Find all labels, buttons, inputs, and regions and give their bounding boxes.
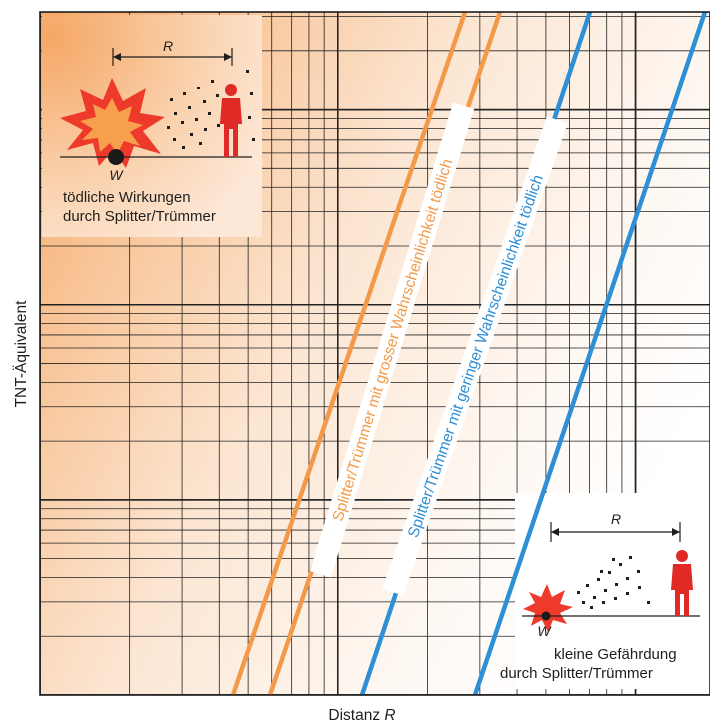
- y-axis-label: TNT-Äquivalent: [13, 300, 30, 408]
- x-axis-label-var: R: [384, 707, 395, 724]
- x-axis-label-text: Distanz: [328, 707, 380, 724]
- series-line-2-2: [472, 11, 708, 696]
- debris-icon: [577, 556, 650, 609]
- plot-frame: [39, 11, 710, 696]
- bomb-icon: [108, 149, 124, 165]
- top-left-distance-label: R: [163, 38, 173, 54]
- series-line-1-1: [230, 11, 468, 696]
- person-icon: [671, 550, 693, 616]
- bottom-right-distance-label: R: [611, 511, 621, 527]
- inset-top-left-content: R W tödliche Wirkungen durch Splitter/Tr…: [60, 38, 255, 225]
- top-left-source-label: W: [109, 167, 124, 183]
- bottom-right-caption-line2: durch Splitter/Trümmer: [500, 665, 653, 682]
- x-axis-label: Distanz R: [328, 707, 395, 724]
- top-left-caption-line2: durch Splitter/Trümmer: [63, 208, 216, 225]
- person-icon: [220, 84, 242, 157]
- bottom-right-source-label: W: [537, 623, 552, 639]
- explosion-icon: [523, 584, 573, 632]
- series-label-bg: [309, 102, 475, 578]
- series-label-bg: [382, 116, 568, 596]
- bomb-icon: [541, 611, 551, 621]
- inset-bottom-right-content: R W kleine Gefährdung durch Splitter/Trü…: [500, 511, 700, 682]
- bottom-right-caption-line1: kleine Gefährdung: [554, 646, 677, 663]
- debris-icon: [167, 70, 255, 149]
- top-left-caption-line1: tödliche Wirkungen: [63, 189, 191, 206]
